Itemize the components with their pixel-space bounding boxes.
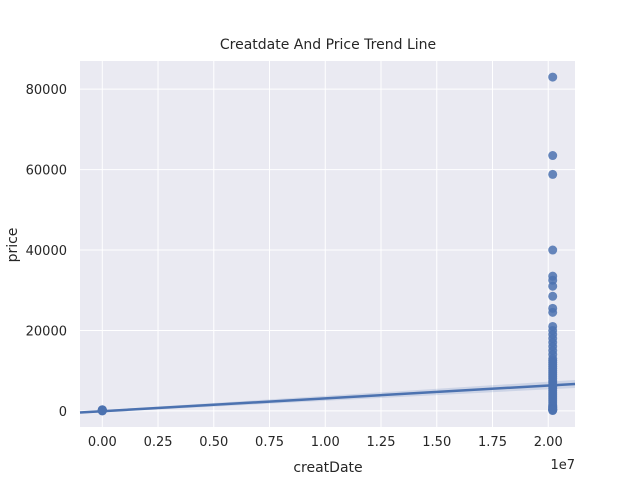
scatter-point: [548, 291, 558, 301]
scatter-point: [548, 281, 558, 291]
y-tick-label: 40000: [26, 244, 67, 259]
x-tick-label: 0.00: [88, 435, 117, 450]
chart-title: Creatdate And Price Trend Line: [220, 37, 436, 53]
trend-line-group: [79, 379, 576, 414]
y-tick-label: 0: [59, 405, 67, 420]
x-tick-label: 1.50: [422, 435, 451, 450]
scatter-point: [548, 406, 558, 416]
y-tick-label: 80000: [26, 83, 67, 98]
scatter-point: [548, 245, 558, 255]
scatter-point: [548, 72, 558, 82]
x-tick-label: 0.25: [144, 435, 173, 450]
scatter-point: [97, 406, 107, 416]
y-tick-label: 20000: [26, 324, 67, 339]
trend-line: [79, 382, 576, 414]
y-tick-label: 60000: [26, 164, 67, 179]
plot-area: [80, 61, 575, 427]
scatter-point: [548, 169, 558, 179]
y-axis-ticks: 0 20000 40000 60000 80000: [26, 83, 67, 420]
scatter-point: [548, 151, 558, 161]
x-axis-offset-label: 1e7: [550, 458, 575, 473]
scatter-points: [97, 72, 558, 416]
x-tick-label: 1.25: [367, 435, 396, 450]
x-tick-label: 0.75: [255, 435, 284, 450]
x-tick-label: 0.50: [199, 435, 228, 450]
scatter-point: [548, 307, 558, 317]
x-tick-label: 2.00: [534, 435, 563, 450]
x-tick-label: 1.75: [478, 435, 507, 450]
grid-lines: [80, 61, 575, 427]
y-axis-label: price: [5, 228, 21, 263]
x-axis-label: creatDate: [293, 460, 362, 476]
x-tick-label: 1.00: [311, 435, 340, 450]
x-axis-ticks: 0.00 0.25 0.50 0.75 1.00 1.25 1.50 1.75 2.00: [88, 435, 563, 450]
